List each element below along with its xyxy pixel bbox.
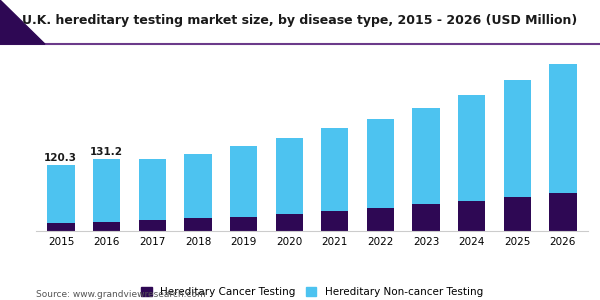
Bar xyxy=(412,108,440,204)
Bar xyxy=(47,223,75,231)
Bar xyxy=(321,211,349,231)
Bar xyxy=(321,128,349,211)
Bar xyxy=(275,138,303,214)
Text: 120.3: 120.3 xyxy=(44,153,77,163)
Bar xyxy=(367,118,394,208)
Text: 131.2: 131.2 xyxy=(89,147,122,157)
Bar xyxy=(458,201,485,231)
Text: Source: www.grandviewresearch.com: Source: www.grandviewresearch.com xyxy=(36,290,206,299)
Text: U.K. hereditary testing market size, by disease type, 2015 - 2026 (USD Million): U.K. hereditary testing market size, by … xyxy=(22,14,578,27)
Bar xyxy=(230,217,257,231)
Bar xyxy=(184,218,212,231)
Bar xyxy=(549,193,577,231)
Bar xyxy=(367,208,394,231)
Legend: Hereditary Cancer Testing, Hereditary Non-cancer Testing: Hereditary Cancer Testing, Hereditary No… xyxy=(137,283,487,300)
Bar xyxy=(412,204,440,231)
Polygon shape xyxy=(0,0,45,44)
Bar xyxy=(93,222,121,231)
Bar xyxy=(549,64,577,193)
Bar xyxy=(503,80,531,196)
Bar xyxy=(139,220,166,231)
Bar xyxy=(503,196,531,231)
Bar xyxy=(275,214,303,231)
Bar xyxy=(139,159,166,220)
Bar xyxy=(93,159,121,222)
Bar xyxy=(47,165,75,223)
Bar xyxy=(458,94,485,201)
Bar xyxy=(184,154,212,218)
Bar xyxy=(230,146,257,217)
